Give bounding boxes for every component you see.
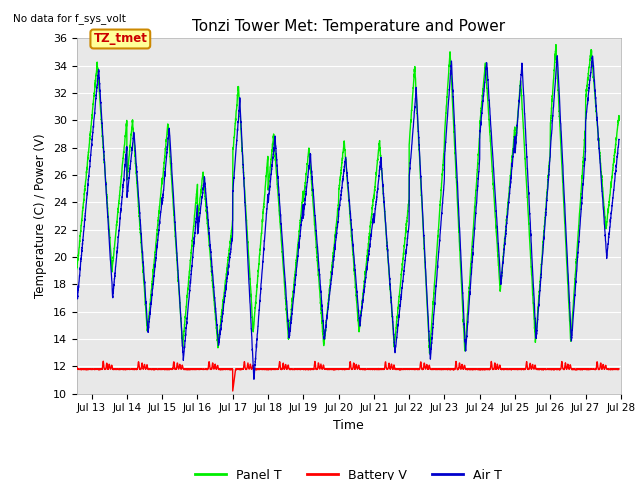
X-axis label: Time: Time bbox=[333, 419, 364, 432]
Text: No data for f_sys_volt: No data for f_sys_volt bbox=[13, 13, 125, 24]
Legend: Panel T, Battery V, Air T: Panel T, Battery V, Air T bbox=[190, 464, 508, 480]
Y-axis label: Temperature (C) / Power (V): Temperature (C) / Power (V) bbox=[35, 134, 47, 298]
Text: TZ_tmet: TZ_tmet bbox=[93, 33, 147, 46]
Title: Tonzi Tower Met: Temperature and Power: Tonzi Tower Met: Temperature and Power bbox=[192, 20, 506, 35]
